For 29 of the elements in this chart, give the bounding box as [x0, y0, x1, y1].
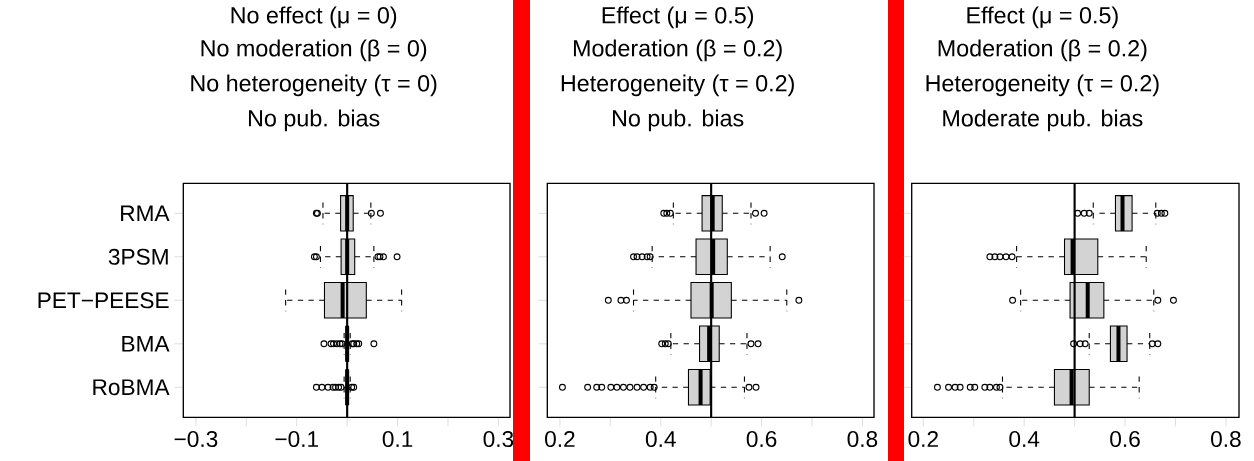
x-tick-label: 0.2	[545, 431, 575, 448]
x-tick-label: 0.4	[1009, 431, 1040, 448]
x-tick-label: 0.6	[1110, 431, 1140, 448]
text: Heterogeneity (τ = 0.2)	[561, 74, 794, 97]
y-tick-label: 3PSM	[108, 248, 168, 265]
text: No heterogeneity (τ = 0)	[191, 74, 437, 97]
x-tick-label: 0.2	[908, 431, 938, 448]
y-tick-label: BMA	[122, 336, 170, 352]
text: No pub. bias	[248, 109, 380, 132]
x-tick-label: 0.4	[645, 431, 676, 448]
x-tick-label: −0.3	[174, 431, 218, 448]
text: No pub. bias	[612, 109, 744, 132]
y-tick-label: RoBMA	[93, 379, 170, 396]
x-tick-label: −0.1	[275, 431, 319, 448]
chart-title: Effect (μ = 0.5)	[602, 6, 754, 29]
x-tick-label: 0.1	[382, 431, 413, 448]
x-tick-label: 0.6	[746, 431, 777, 448]
text: Moderate pub. bias	[943, 109, 1143, 132]
chart-subtitle: Moderation (β = 0.2)	[938, 39, 1147, 62]
chart-subtitle: No moderation (β = 0)	[201, 39, 427, 62]
y-tick-label: RMA	[121, 205, 170, 222]
y-tick-label: PET−PEESE	[38, 292, 169, 309]
chart-title: Effect (μ = 0.5)	[967, 6, 1118, 29]
x-tick-label: 0.8	[1211, 431, 1241, 448]
x-tick-label: 0.3	[483, 431, 514, 448]
text: Heterogeneity (τ = 0.2)	[926, 74, 1159, 97]
chart-subtitle: Moderation (β = 0.2)	[573, 39, 782, 62]
x-tick-label: 0.8	[847, 431, 878, 448]
chart-title: No effect (μ = 0)	[231, 6, 397, 29]
